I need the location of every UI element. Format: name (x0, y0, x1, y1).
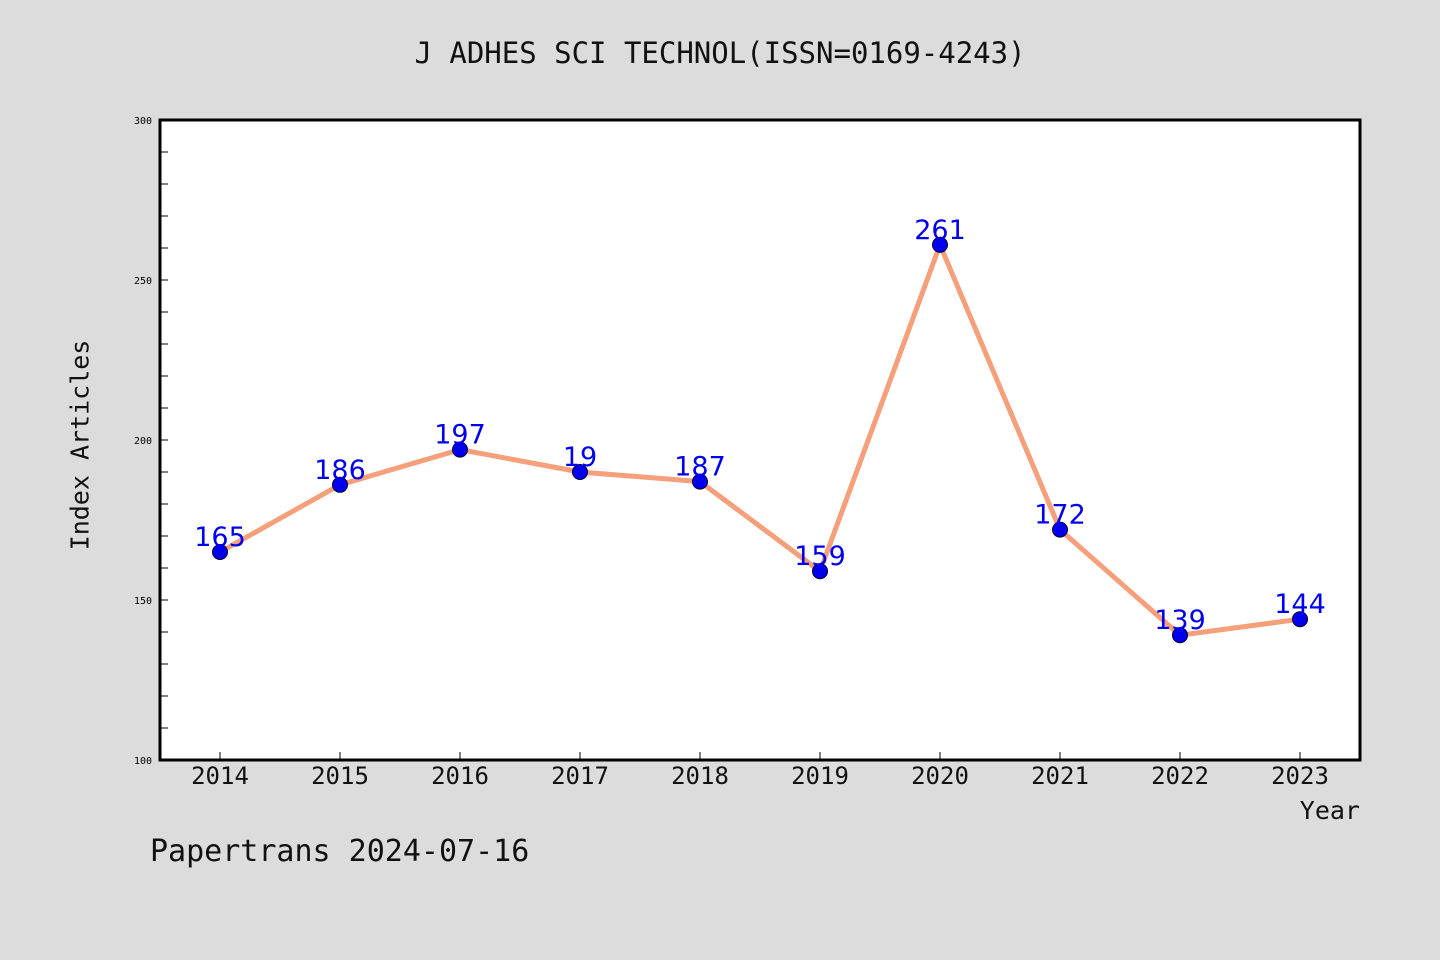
data-label: 172 (1034, 500, 1086, 531)
x-tick-label: 2019 (791, 762, 849, 790)
x-tick-label: 2021 (1031, 762, 1089, 790)
chart-title: J ADHES SCI TECHNOL(ISSN=0169-4243) (414, 36, 1026, 70)
data-point (692, 473, 708, 490)
data-label: 139 (1154, 605, 1206, 636)
data-point (1292, 611, 1308, 628)
data-point (332, 476, 348, 493)
x-tick-label: 2014 (191, 762, 249, 790)
x-tick-label: 2015 (311, 762, 369, 790)
y-tick-label: 300 (134, 116, 152, 127)
y-tick-label: 100 (134, 756, 152, 767)
data-label: 159 (794, 541, 846, 572)
x-tick-label: 2022 (1151, 762, 1209, 790)
data-point (212, 544, 228, 560)
x-tick-label: 2017 (551, 762, 609, 790)
x-tick-label: 2016 (431, 762, 489, 790)
x-tick-label: 2020 (911, 762, 969, 790)
data-point (932, 236, 948, 253)
data-point (1052, 521, 1068, 538)
data-point (572, 464, 588, 480)
data-label: 197 (434, 420, 486, 451)
data-point (1172, 627, 1188, 644)
data-label: 19 (563, 442, 597, 473)
data-label: 165 (194, 522, 246, 553)
plot-area (158, 118, 1362, 762)
data-point (812, 563, 828, 580)
data-point (452, 441, 468, 458)
y-tick-label: 150 (134, 596, 152, 607)
x-tick-label: 2023 (1271, 762, 1329, 790)
x-axis-label: Year (1299, 796, 1360, 825)
x-tick-label: 2018 (671, 762, 729, 790)
y-tick-label: 200 (134, 436, 152, 447)
data-label: 261 (914, 215, 966, 246)
footer-note: Papertrans 2024-07-16 (150, 834, 530, 869)
data-label: 144 (1274, 589, 1326, 620)
data-label: 187 (674, 452, 726, 483)
series-line (217, 242, 1303, 638)
data-label: 186 (314, 455, 366, 486)
y-tick-label: 250 (134, 276, 152, 287)
